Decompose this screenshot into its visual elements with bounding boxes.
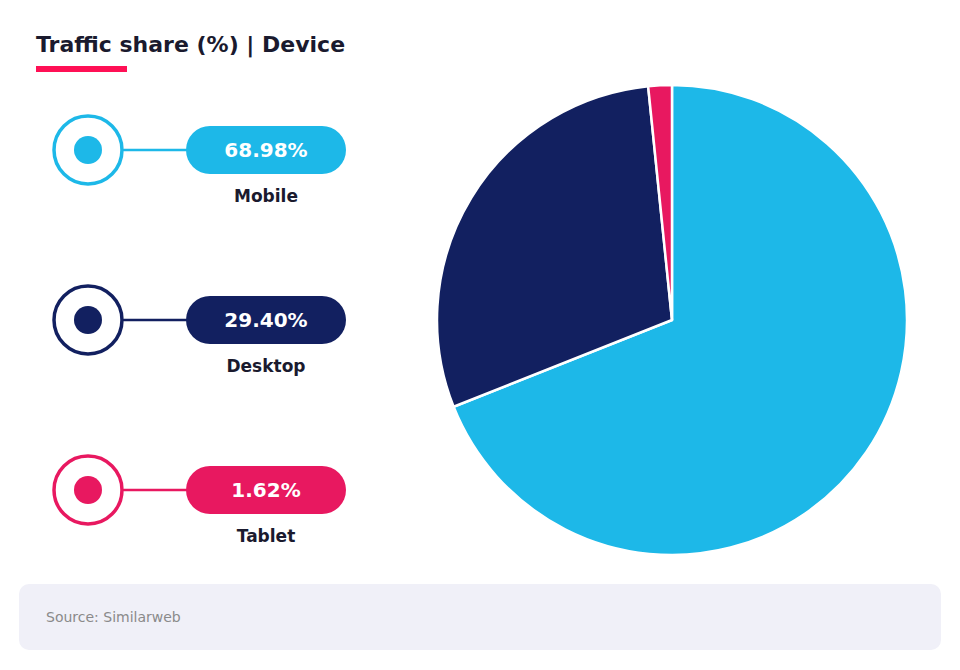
legend-connector (124, 319, 186, 322)
title: Traffic share (%) | Device (36, 32, 345, 58)
legend-badge (186, 466, 346, 514)
chart: Traffic share (%) | Device 68.98% Mobile 29… (0, 0, 960, 670)
pie (437, 85, 907, 555)
legend-label: Desktop (226, 356, 305, 376)
annotation: Source: Similarweb (46, 609, 181, 625)
legend-badge (186, 126, 346, 174)
data-label: 68.98% (224, 138, 307, 162)
footer: Source: Similarweb (19, 584, 941, 650)
pie-slice (648, 85, 672, 320)
legend-swatch-dot (74, 306, 102, 334)
legend-swatch-dot (74, 476, 102, 504)
legend-badge (186, 296, 346, 344)
legend-swatch (54, 456, 122, 524)
footer-box (19, 584, 941, 650)
legend-label: Tablet (237, 526, 296, 546)
data-label: 1.62% (231, 478, 300, 502)
legend: 68.98% Mobile 29.40% Desktop 1.62% Tablet (54, 116, 346, 546)
data-label: 29.40% (224, 308, 307, 332)
legend-connector (124, 149, 186, 152)
legend-label: Mobile (234, 186, 298, 206)
title-underline (36, 66, 127, 72)
legend-swatch-dot (74, 136, 102, 164)
legend-swatch (54, 116, 122, 184)
legend-connector (124, 489, 186, 492)
legend-swatch (54, 286, 122, 354)
pie-slice (437, 86, 672, 407)
